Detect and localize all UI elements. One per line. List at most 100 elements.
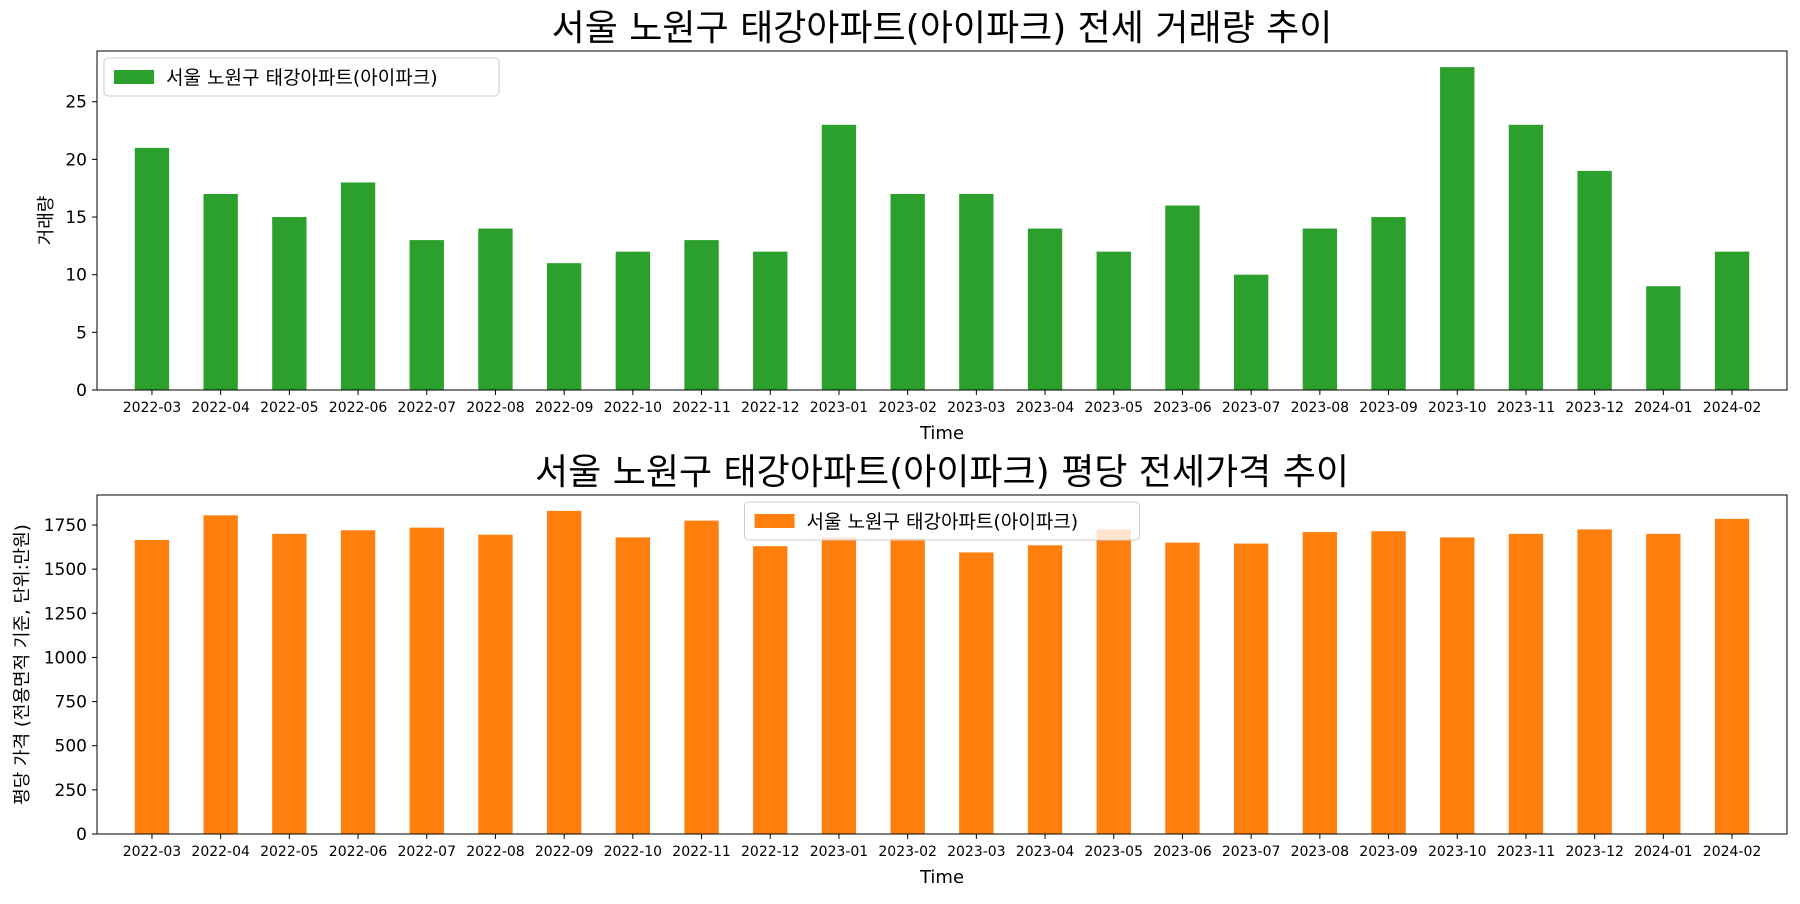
bar bbox=[821, 124, 857, 391]
x-tick-label: 2022-08 bbox=[466, 844, 525, 860]
legend-label: 서울 노원구 태강아파트(아이파크) bbox=[807, 511, 1079, 533]
bar bbox=[1440, 67, 1475, 390]
legend-label: 서울 노원구 태강아파트(아이파크) bbox=[166, 67, 438, 89]
bar bbox=[1233, 543, 1269, 834]
chart-2: 서울 노원구 태강아파트(아이파크) 평당 전세가격 추이 2022-03 2022… bbox=[12, 452, 1788, 888]
y-tick-label: 15 bbox=[65, 208, 87, 228]
x-tick-label: 2023-06 bbox=[1153, 400, 1212, 416]
bar bbox=[272, 217, 307, 390]
bar bbox=[546, 263, 582, 390]
x-tick-label: 2024-02 bbox=[1703, 400, 1762, 416]
x-tick-label: 2023-08 bbox=[1291, 400, 1350, 416]
x-tick-label: 2023-10 bbox=[1428, 844, 1487, 860]
x-tick-label: 2024-01 bbox=[1634, 400, 1693, 416]
bar bbox=[1714, 518, 1750, 834]
bar bbox=[203, 193, 238, 390]
bar bbox=[1371, 217, 1406, 390]
bar bbox=[409, 240, 444, 390]
bar bbox=[134, 147, 170, 390]
bar bbox=[1508, 124, 1544, 391]
bar bbox=[1027, 545, 1063, 834]
bar bbox=[890, 538, 925, 834]
bar bbox=[340, 530, 376, 834]
x-tick-label: 2023-05 bbox=[1084, 844, 1143, 860]
x-tick-label: 2023-12 bbox=[1565, 400, 1624, 416]
y-tick-label: 1500 bbox=[44, 560, 87, 580]
bar bbox=[1302, 532, 1338, 834]
x-tick-label: 2022-11 bbox=[672, 400, 731, 416]
bar bbox=[1096, 251, 1131, 390]
bar bbox=[1027, 228, 1063, 390]
x-tick-label: 2023-06 bbox=[1153, 844, 1212, 860]
bar bbox=[1646, 533, 1681, 834]
x-tick-label: 2022-06 bbox=[329, 844, 388, 860]
y-tick-label: 10 bbox=[65, 266, 87, 286]
plot-frame bbox=[96, 50, 1788, 391]
x-tick-label: 2023-12 bbox=[1565, 844, 1624, 860]
x-tick-label: 2022-09 bbox=[535, 400, 594, 416]
bar bbox=[272, 533, 307, 834]
legend-box bbox=[744, 501, 1140, 541]
y-tick-label: 500 bbox=[55, 737, 87, 757]
x-tick-label: 2023-11 bbox=[1497, 400, 1556, 416]
legend-swatch bbox=[754, 514, 795, 528]
bar bbox=[1233, 274, 1269, 390]
x-tick-label: 2022-03 bbox=[123, 400, 182, 416]
x-tick-label: 2022-11 bbox=[672, 844, 731, 860]
x-tick-label: 2023-08 bbox=[1291, 844, 1350, 860]
x-tick-label: 2023-03 bbox=[947, 844, 1006, 860]
y-tick-label: 20 bbox=[65, 150, 87, 170]
bar bbox=[753, 251, 788, 390]
bar bbox=[1371, 531, 1406, 834]
x-tick-label: 2023-04 bbox=[1016, 844, 1075, 860]
bar bbox=[684, 240, 719, 390]
x-tick-label: 2023-05 bbox=[1084, 400, 1143, 416]
x-tick-label: 2023-11 bbox=[1497, 844, 1556, 860]
x-tick-label: 2023-03 bbox=[947, 400, 1006, 416]
legend-swatch bbox=[114, 70, 154, 84]
y-tick-label: 750 bbox=[55, 693, 87, 713]
bar bbox=[478, 534, 513, 834]
x-tick-label: 2023-02 bbox=[878, 400, 937, 416]
y-tick-label: 0 bbox=[76, 825, 87, 845]
x-tick-label: 2023-10 bbox=[1428, 400, 1487, 416]
y-axis-label: 평당 가격 (전용면적 기준, 단위:만원) bbox=[12, 524, 33, 805]
y-tick-label: 25 bbox=[65, 93, 87, 113]
x-tick-label: 2022-09 bbox=[535, 844, 594, 860]
x-tick-label: 2023-09 bbox=[1359, 844, 1418, 860]
bar bbox=[615, 251, 651, 390]
x-tick-label: 2022-12 bbox=[741, 844, 800, 860]
x-tick-label: 2023-04 bbox=[1016, 400, 1075, 416]
y-tick-label: 1750 bbox=[44, 516, 87, 536]
bar bbox=[1577, 529, 1612, 834]
x-tick-label: 2023-07 bbox=[1222, 400, 1281, 416]
x-tick-label: 2023-09 bbox=[1359, 400, 1418, 416]
bar bbox=[959, 193, 994, 390]
x-tick-label: 2024-01 bbox=[1634, 844, 1693, 860]
bar bbox=[1508, 533, 1544, 834]
x-tick-label: 2022-05 bbox=[260, 844, 319, 860]
x-tick-label: 2023-01 bbox=[810, 400, 869, 416]
x-tick-label: 2022-05 bbox=[260, 400, 319, 416]
x-tick-label: 2022-06 bbox=[329, 400, 388, 416]
x-tick-label: 2022-08 bbox=[466, 400, 525, 416]
bar bbox=[821, 537, 857, 835]
y-tick-label: 1250 bbox=[44, 604, 87, 624]
y-tick-label: 5 bbox=[76, 323, 87, 343]
x-tick-label: 2023-01 bbox=[810, 844, 869, 860]
y-tick-label: 0 bbox=[76, 381, 87, 401]
y-tick-label: 1000 bbox=[44, 648, 87, 668]
bar bbox=[134, 540, 170, 834]
legend-box bbox=[103, 57, 500, 97]
x-axis-label: Time bbox=[919, 423, 964, 444]
y-axis-label: 거래량 bbox=[36, 196, 57, 246]
plot-frame bbox=[96, 494, 1788, 835]
bar bbox=[890, 193, 925, 390]
x-tick-label: 2022-07 bbox=[398, 844, 457, 860]
bar bbox=[615, 537, 651, 835]
legend: 서울 노원구 태강아파트(아이파크) bbox=[103, 57, 500, 97]
x-tick-label: 2022-04 bbox=[191, 844, 250, 860]
bar bbox=[203, 515, 238, 834]
